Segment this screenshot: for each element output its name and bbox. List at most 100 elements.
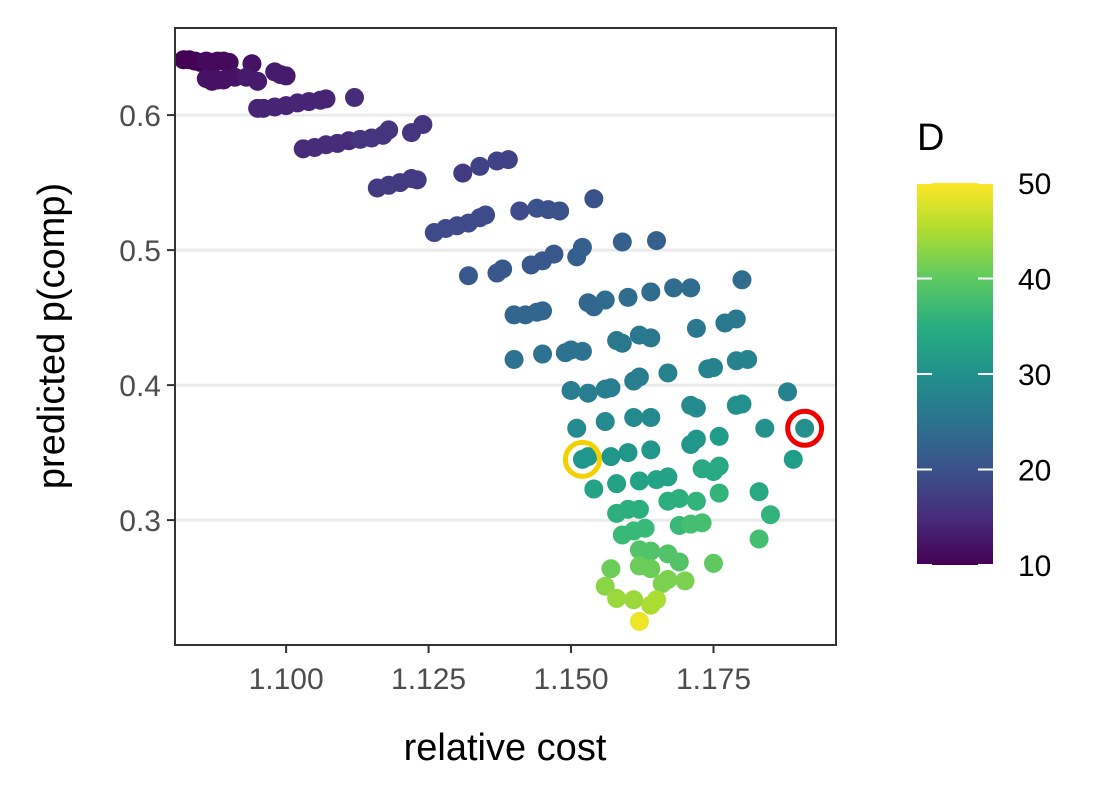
data-point (641, 328, 661, 348)
data-point (248, 71, 268, 91)
data-point (641, 282, 661, 302)
data-point (760, 505, 780, 525)
data-point (675, 571, 695, 591)
data-point (755, 418, 775, 438)
data-point (584, 189, 604, 209)
x-tick-label: 1.125 (391, 663, 466, 696)
data-point (578, 383, 598, 403)
data-point (498, 150, 518, 170)
data-point (316, 89, 336, 109)
x-tick-label: 1.100 (249, 663, 324, 696)
data-point (624, 408, 644, 428)
data-point (709, 456, 729, 476)
data-point (681, 278, 701, 298)
data-point (219, 52, 239, 72)
x-tick-label: 1.150 (533, 663, 608, 696)
data-point (624, 590, 644, 610)
data-points (175, 50, 815, 631)
data-point (647, 231, 667, 251)
data-point (709, 426, 729, 446)
data-point (795, 418, 815, 438)
data-point (726, 309, 746, 329)
data-point (629, 499, 649, 519)
data-point (686, 318, 706, 338)
data-point (533, 344, 553, 364)
data-point (601, 378, 621, 398)
data-point (629, 367, 649, 387)
highlight-ring (562, 439, 602, 479)
plot-border (174, 27, 837, 646)
data-point (544, 244, 564, 264)
data-point (453, 163, 473, 183)
data-point (612, 232, 632, 252)
data-point (550, 201, 570, 221)
data-point (533, 301, 553, 321)
data-point (595, 576, 615, 596)
data-point (578, 447, 598, 467)
data-point (641, 541, 661, 561)
highlight-ring (785, 408, 825, 448)
data-point (783, 449, 803, 469)
data-point (344, 88, 364, 108)
data-point (607, 588, 627, 608)
data-point (692, 513, 712, 533)
data-point (379, 120, 399, 140)
colorbar-tick-label: 50 (1018, 168, 1051, 201)
data-point (595, 290, 615, 310)
data-point (584, 479, 604, 499)
data-point (595, 412, 615, 432)
data-point (601, 447, 621, 467)
data-point (669, 489, 689, 509)
colorbar-tick-label: 30 (1018, 359, 1051, 392)
data-point (567, 418, 587, 438)
data-point (669, 552, 689, 572)
data-point (641, 408, 661, 428)
data-point (407, 170, 427, 190)
x-tick-label: 1.175 (676, 663, 751, 696)
data-point (635, 518, 655, 538)
data-point (778, 382, 798, 402)
data-point (607, 474, 627, 494)
data-point (629, 611, 649, 631)
data-point (658, 467, 678, 487)
colorbar-ticks: 10 20 30 40 50 (917, 168, 1051, 583)
colorbar-tick-label: 20 (1018, 455, 1051, 488)
data-point (703, 553, 723, 573)
data-point (601, 559, 621, 579)
data-point (749, 529, 769, 549)
legend-title: D (917, 117, 944, 159)
x-axis: 1.100 1.125 1.150 1.175 (249, 645, 751, 696)
data-point (618, 443, 638, 463)
data-point (276, 66, 296, 86)
data-point (703, 358, 723, 378)
data-point (658, 570, 678, 590)
data-point (458, 266, 478, 286)
data-point (493, 259, 513, 279)
x-axis-title: relative cost (404, 727, 607, 769)
data-point (561, 381, 581, 401)
data-point (709, 483, 729, 503)
y-axis: 0.3 0.4 0.5 0.6 (119, 100, 175, 538)
y-tick-label: 0.5 (119, 235, 161, 268)
data-point (629, 471, 649, 491)
data-point (572, 237, 592, 257)
data-point (732, 394, 752, 414)
plot-panel (175, 28, 836, 645)
data-point (572, 341, 592, 361)
y-axis-title: predicted p(comp) (31, 183, 73, 489)
data-point (686, 491, 706, 511)
y-tick-label: 0.4 (119, 370, 161, 403)
data-point (470, 156, 490, 176)
data-point (749, 482, 769, 502)
colorbar-tick-label: 10 (1018, 550, 1051, 583)
data-point (658, 363, 678, 383)
data-point (647, 590, 667, 610)
data-point (732, 270, 752, 290)
data-point (664, 278, 684, 298)
data-point (686, 429, 706, 449)
data-point (641, 440, 661, 460)
data-point (686, 398, 706, 418)
data-point (476, 205, 496, 225)
y-tick-label: 0.3 (119, 505, 161, 538)
